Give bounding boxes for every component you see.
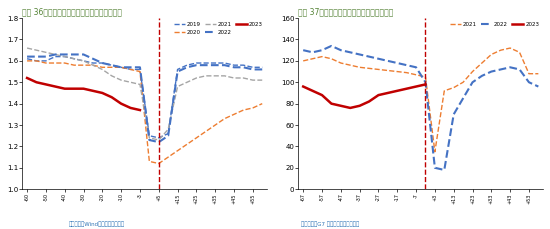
Text: 资料来源：Wind，国盛证券研究所: 资料来源：Wind，国盛证券研究所: [69, 221, 125, 227]
Text: 图表 37：全国整车货运流量指数季节性回落: 图表 37：全国整车货运流量指数季节性回落: [299, 7, 394, 16]
Text: 资料来源：G7 互联，国盛证券研究所: 资料来源：G7 互联，国盛证券研究所: [301, 221, 360, 227]
Legend: 2021, 2022, 2023: 2021, 2022, 2023: [449, 21, 540, 28]
Legend: 2019, 2020, 2021, 2022, 2023: 2019, 2020, 2021, 2022, 2023: [173, 21, 264, 36]
Text: 图表 36：拥堵延时指数季节性回落，但仍偏高: 图表 36：拥堵延时指数季节性回落，但仍偏高: [23, 7, 122, 16]
